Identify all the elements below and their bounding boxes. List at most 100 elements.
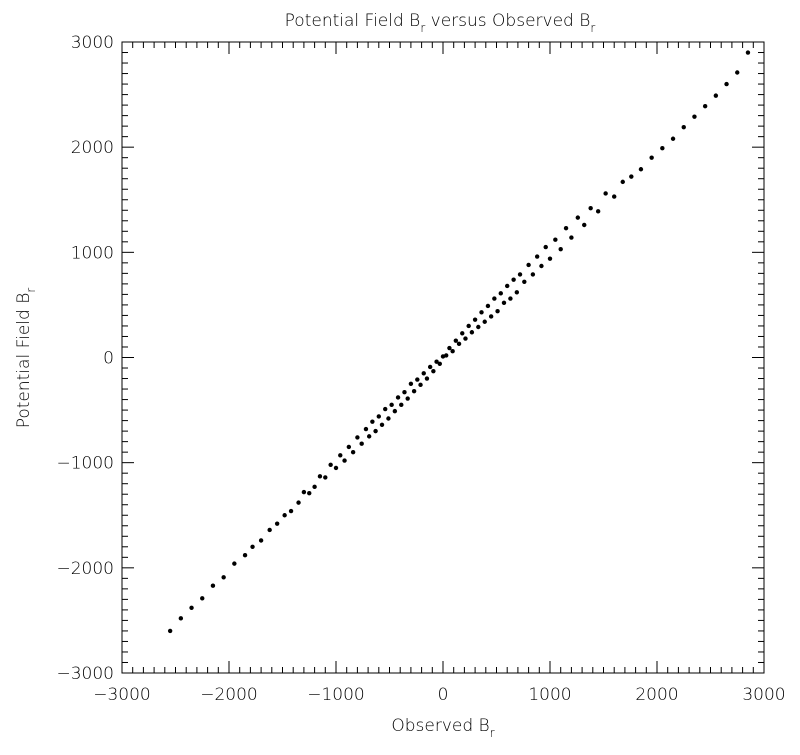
point: [389, 402, 394, 408]
point: [629, 174, 634, 179]
point: [681, 124, 686, 130]
y-axis-label-part: r: [24, 288, 38, 293]
point: [317, 474, 323, 479]
point: [301, 489, 307, 495]
point: [274, 521, 280, 526]
point: [350, 449, 356, 455]
point: [178, 616, 184, 621]
point: [492, 296, 497, 301]
point: [517, 272, 523, 277]
point: [495, 309, 500, 314]
point: [526, 262, 531, 268]
x-tick-label: −1000: [307, 685, 365, 705]
point: [501, 300, 507, 306]
y-axis-label-part: Potential Field B: [14, 293, 34, 429]
x-tick-label: 1000: [528, 685, 571, 705]
x-tick-label: −2000: [200, 685, 258, 705]
x-tick-label: 3000: [742, 685, 785, 705]
point: [702, 103, 708, 109]
point: [431, 368, 436, 374]
point: [508, 296, 513, 301]
point: [588, 205, 593, 211]
point: [447, 345, 452, 351]
point: [472, 317, 478, 322]
point: [638, 167, 644, 172]
point: [466, 323, 471, 329]
point: [476, 324, 481, 330]
point: [376, 414, 381, 419]
point: [386, 416, 391, 421]
point: [437, 361, 442, 367]
point: [402, 390, 407, 395]
point: [333, 465, 339, 471]
point: [485, 303, 491, 309]
point: [221, 575, 226, 580]
point: [603, 191, 608, 196]
point: [505, 283, 510, 289]
chart-title-part: Potential Field B: [285, 11, 421, 31]
point: [250, 544, 255, 549]
point: [232, 561, 237, 566]
point: [456, 341, 462, 347]
point: [370, 419, 375, 424]
point: [359, 441, 364, 446]
point: [534, 254, 540, 259]
point: [346, 444, 352, 450]
point: [595, 209, 601, 214]
point: [649, 155, 654, 160]
point: [482, 319, 487, 324]
y-tick-label: −1000: [56, 454, 114, 474]
point: [434, 359, 439, 364]
point: [379, 422, 385, 428]
point: [539, 263, 544, 269]
point: [670, 136, 676, 141]
point: [210, 583, 216, 588]
point: [543, 244, 548, 250]
point: [444, 353, 449, 358]
y-tick-label: −2000: [56, 559, 114, 579]
point: [514, 290, 520, 295]
point: [460, 331, 465, 336]
point: [745, 50, 751, 55]
point: [405, 396, 410, 401]
point: [547, 256, 553, 261]
point: [338, 453, 343, 458]
point: [418, 382, 423, 388]
point: [200, 596, 205, 601]
point: [392, 408, 398, 414]
point: [282, 513, 287, 518]
point: [415, 377, 420, 382]
x-tick-label: 2000: [635, 685, 678, 705]
x-axis-label: Observed Br: [391, 716, 494, 740]
x-axis-label-part: Observed B: [391, 716, 489, 736]
x-tick-label: −3000: [93, 685, 151, 705]
point: [575, 215, 581, 220]
y-tick-label: 2000: [71, 138, 114, 158]
point: [323, 475, 328, 480]
point: [692, 114, 697, 119]
point: [373, 428, 378, 434]
point: [267, 527, 272, 533]
point: [408, 381, 414, 386]
x-tick-label: 0: [438, 685, 449, 705]
point: [328, 462, 333, 467]
point: [427, 364, 433, 370]
point: [511, 277, 516, 282]
point: [488, 314, 494, 319]
y-tick-label: −3000: [56, 664, 114, 684]
chart-title-part: versus Observed B: [425, 11, 590, 31]
point: [363, 426, 369, 432]
point: [463, 336, 468, 341]
y-tick-label: 0: [103, 349, 114, 369]
point: [450, 348, 455, 354]
point: [569, 235, 574, 240]
x-axis-label-part: r: [490, 726, 495, 740]
chart-title-part: r: [590, 21, 595, 35]
point: [522, 279, 527, 284]
point: [383, 406, 388, 412]
point: [498, 291, 503, 296]
point: [355, 435, 360, 440]
point: [307, 490, 312, 496]
point: [713, 93, 719, 98]
